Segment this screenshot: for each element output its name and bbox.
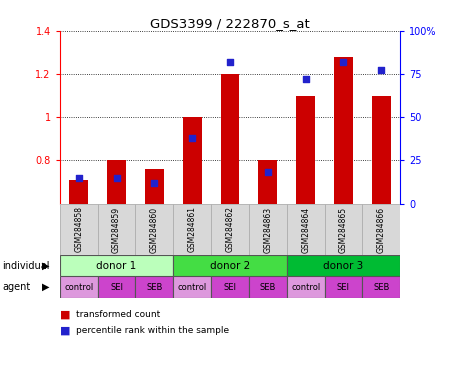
Text: control: control bbox=[291, 283, 319, 291]
Bar bbox=[286, 276, 324, 298]
Point bbox=[151, 180, 158, 186]
Bar bbox=[60, 204, 97, 255]
Bar bbox=[324, 276, 362, 298]
Bar bbox=[362, 204, 399, 255]
Point bbox=[112, 174, 120, 181]
Point bbox=[377, 67, 384, 73]
Point bbox=[75, 174, 82, 181]
Bar bbox=[107, 161, 126, 204]
Bar bbox=[173, 276, 211, 298]
Bar bbox=[296, 96, 314, 204]
Text: donor 2: donor 2 bbox=[209, 261, 250, 271]
Text: ■: ■ bbox=[60, 310, 70, 320]
Bar bbox=[69, 180, 88, 204]
Text: ▶: ▶ bbox=[42, 261, 50, 271]
Text: GSM284866: GSM284866 bbox=[376, 206, 385, 253]
Text: control: control bbox=[177, 283, 207, 291]
Text: GSM284862: GSM284862 bbox=[225, 207, 234, 252]
Bar bbox=[97, 204, 135, 255]
Text: SEI: SEI bbox=[110, 283, 123, 291]
Text: donor 1: donor 1 bbox=[96, 261, 136, 271]
Title: GDS3399 / 222870_s_at: GDS3399 / 222870_s_at bbox=[150, 17, 309, 30]
Text: donor 3: donor 3 bbox=[323, 261, 363, 271]
Text: GSM284865: GSM284865 bbox=[338, 206, 347, 253]
Point bbox=[188, 135, 196, 141]
Point bbox=[339, 59, 347, 65]
Bar bbox=[248, 204, 286, 255]
Text: GSM284864: GSM284864 bbox=[301, 206, 309, 253]
Bar bbox=[371, 96, 390, 204]
Point bbox=[301, 76, 308, 82]
Bar bbox=[173, 204, 211, 255]
Text: GSM284863: GSM284863 bbox=[263, 206, 272, 253]
Bar bbox=[182, 117, 201, 204]
Text: ■: ■ bbox=[60, 325, 70, 335]
Bar bbox=[60, 276, 97, 298]
Bar bbox=[97, 276, 135, 298]
Bar bbox=[135, 276, 173, 298]
Text: percentile rank within the sample: percentile rank within the sample bbox=[76, 326, 229, 335]
Bar bbox=[286, 255, 399, 276]
Bar bbox=[333, 56, 352, 204]
Bar bbox=[211, 276, 248, 298]
Text: SEB: SEB bbox=[146, 283, 162, 291]
Bar bbox=[145, 169, 163, 204]
Bar bbox=[211, 204, 248, 255]
Text: SEB: SEB bbox=[372, 283, 389, 291]
Text: SEB: SEB bbox=[259, 283, 275, 291]
Text: individual: individual bbox=[2, 261, 50, 271]
Text: ▶: ▶ bbox=[42, 282, 50, 292]
Bar bbox=[248, 276, 286, 298]
Bar bbox=[60, 255, 173, 276]
Text: SEI: SEI bbox=[223, 283, 236, 291]
Text: GSM284860: GSM284860 bbox=[150, 206, 158, 253]
Bar bbox=[362, 276, 399, 298]
Point bbox=[226, 59, 233, 65]
Text: SEI: SEI bbox=[336, 283, 349, 291]
Bar bbox=[220, 74, 239, 204]
Text: GSM284861: GSM284861 bbox=[187, 207, 196, 252]
Text: GSM284859: GSM284859 bbox=[112, 206, 121, 253]
Bar bbox=[258, 161, 277, 204]
Bar bbox=[173, 255, 286, 276]
Text: control: control bbox=[64, 283, 93, 291]
Bar bbox=[286, 204, 324, 255]
Bar bbox=[135, 204, 173, 255]
Point bbox=[263, 169, 271, 175]
Bar bbox=[324, 204, 362, 255]
Text: agent: agent bbox=[2, 282, 30, 292]
Text: transformed count: transformed count bbox=[76, 310, 160, 319]
Text: GSM284858: GSM284858 bbox=[74, 207, 83, 252]
